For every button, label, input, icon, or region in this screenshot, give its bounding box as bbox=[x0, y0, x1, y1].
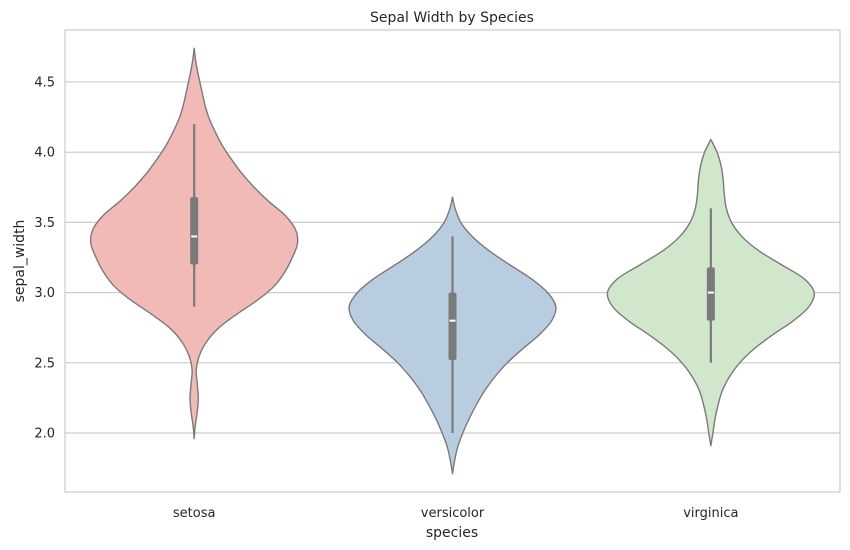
y-tick-label: 3.0 bbox=[34, 286, 55, 301]
y-tick-label: 4.0 bbox=[34, 146, 55, 161]
y-tick-label: 3.5 bbox=[34, 216, 55, 231]
x-tick-labels: setosa versicolor virginica bbox=[173, 506, 739, 521]
violin-versicolor bbox=[348, 196, 557, 475]
violins bbox=[89, 47, 816, 475]
x-tick-label: versicolor bbox=[421, 506, 485, 521]
x-tick-label: setosa bbox=[173, 506, 216, 521]
plot-frame bbox=[64, 29, 841, 493]
y-tick-label: 4.5 bbox=[34, 75, 55, 90]
violin-setosa bbox=[89, 47, 299, 440]
y-tick-labels: 2.0 2.5 3.0 3.5 4.0 4.5 bbox=[34, 75, 55, 441]
y-tick-label: 2.0 bbox=[34, 427, 55, 442]
y-tick-label: 2.5 bbox=[34, 356, 55, 371]
violin-iqr-box bbox=[448, 292, 457, 360]
x-axis-label: species bbox=[426, 525, 478, 541]
y-axis-label: sepal_width bbox=[12, 220, 28, 303]
violin-virginica bbox=[606, 138, 816, 447]
violin-iqr-box bbox=[190, 197, 199, 265]
violin-iqr-box bbox=[706, 267, 715, 321]
chart-title: Sepal Width by Species bbox=[370, 10, 534, 26]
x-tick-label: virginica bbox=[683, 506, 738, 521]
